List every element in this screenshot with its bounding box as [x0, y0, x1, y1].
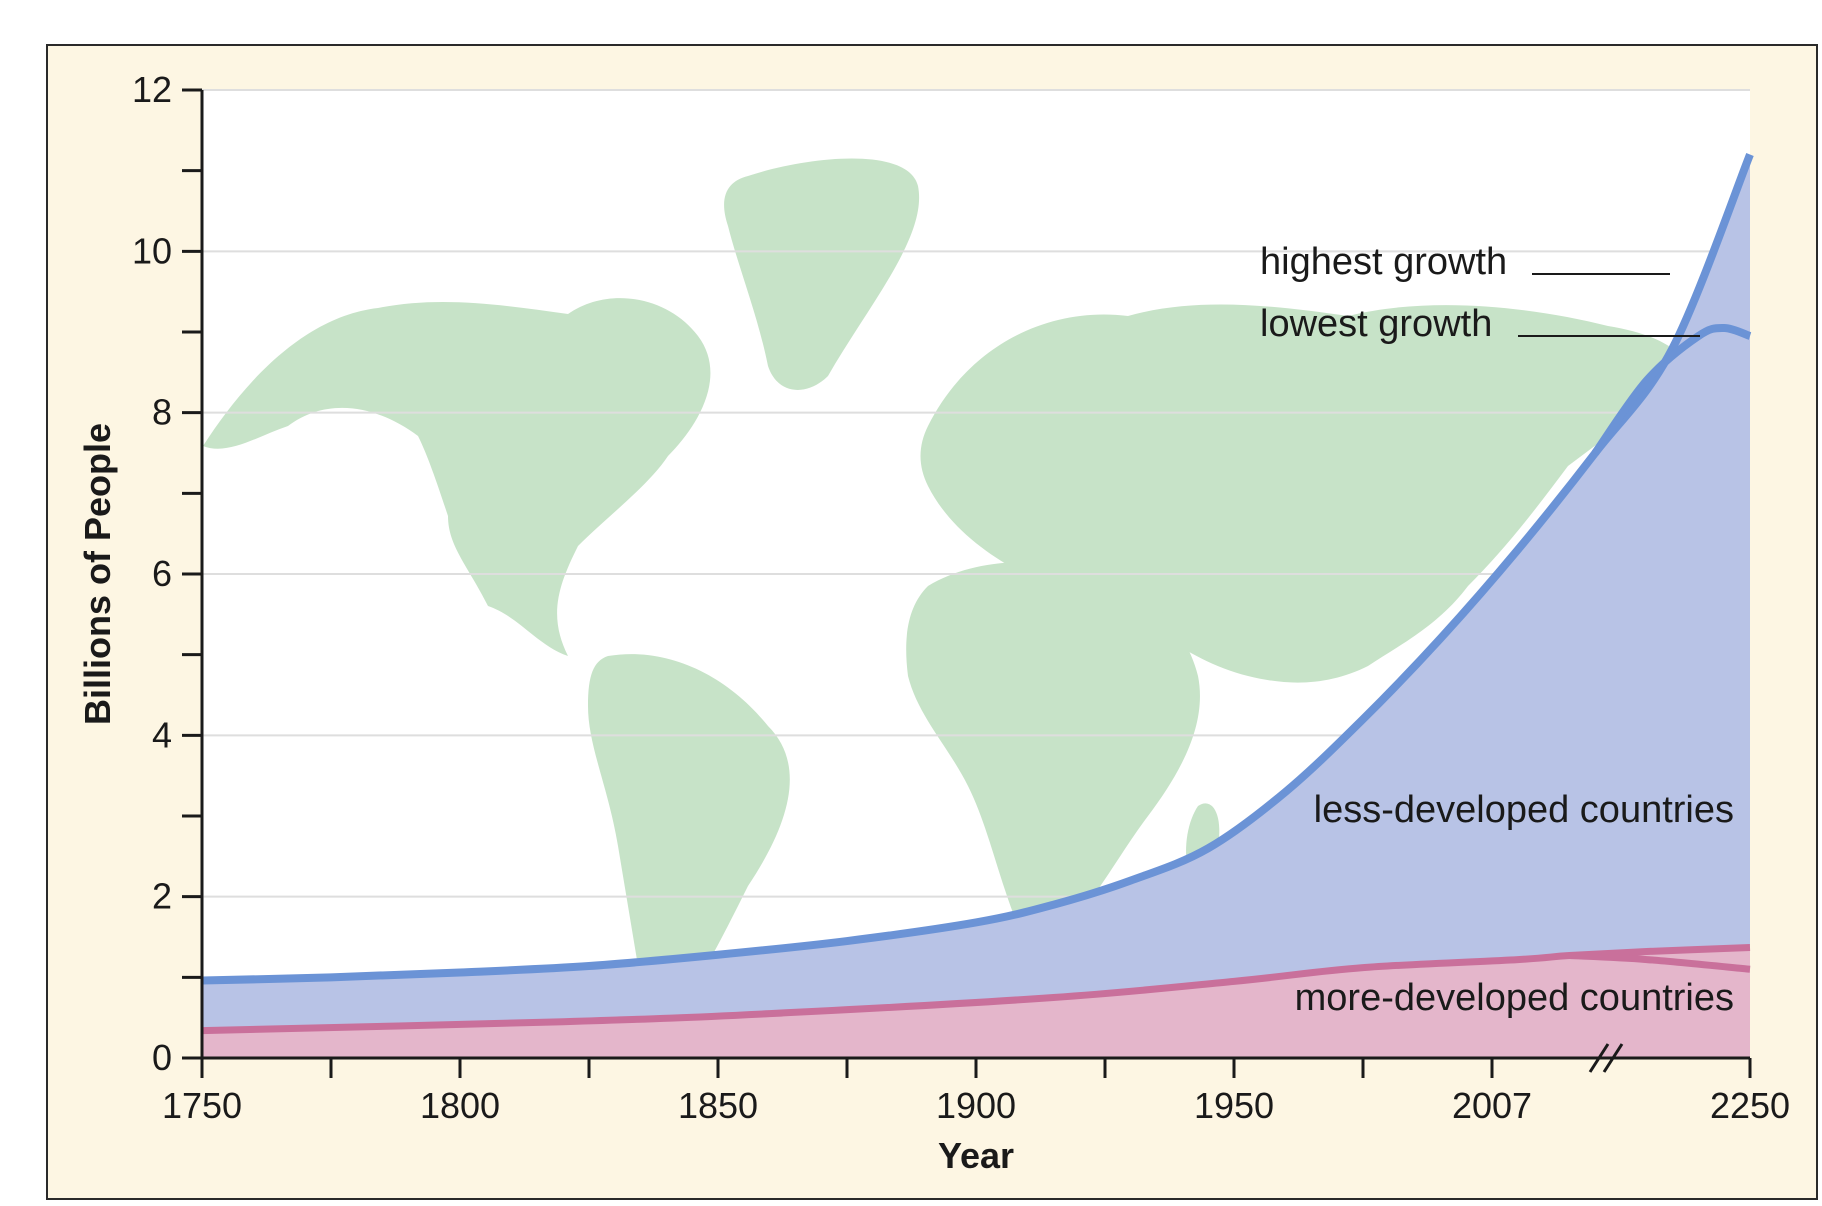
chart-lines [201, 153, 1754, 1035]
x-tick-label: 2250 [1710, 1085, 1790, 1126]
y-tick-label: 8 [152, 392, 172, 433]
y-tick-label: 6 [152, 553, 172, 594]
x-tick-label: 1900 [936, 1085, 1016, 1126]
greenland-shape [724, 158, 920, 390]
south-america-shape [588, 654, 790, 1030]
y-axis-title: Billions of People [77, 423, 118, 725]
axis-break-mark [1588, 1043, 1624, 1073]
x-axis-title: Year [938, 1135, 1014, 1176]
x-tick-label: 1950 [1194, 1085, 1274, 1126]
x-tick-label: 1750 [162, 1085, 242, 1126]
x-axis-ticks: 1750 1800 1850 1900 1950 2007 2250 [162, 1058, 1790, 1126]
area-less-developed [202, 154, 1750, 1058]
y-tick-label: 4 [152, 714, 172, 755]
y-tick-label: 12 [132, 69, 172, 110]
line-less-developed-lowest [1591, 323, 1752, 456]
chart-frame: 0 2 4 6 8 10 12 1750 1800 1850 1900 1950 2007 2250 Y… [46, 44, 1818, 1200]
y-tick-label: 0 [152, 1037, 172, 1078]
x-tick-label: 1800 [420, 1085, 500, 1126]
line-less-developed-highest [201, 153, 1754, 985]
annotation-less-developed: less-developed countries [1314, 789, 1734, 831]
y-tick-label: 10 [132, 230, 172, 271]
x-tick-label: 2007 [1452, 1085, 1532, 1126]
annotation-lowest-growth: lowest growth [1260, 303, 1492, 345]
annotation-more-developed: more-developed countries [1295, 977, 1734, 1019]
line-more-developed-lowest [1569, 952, 1751, 973]
north-america-shape [203, 298, 711, 656]
world-map-background [203, 158, 1688, 1030]
population-chart: 0 2 4 6 8 10 12 1750 1800 1850 1900 1950 2007 2250 Y… [77, 69, 1790, 1176]
annotation-highest-growth: highest growth [1260, 241, 1507, 283]
africa-shape [906, 562, 1200, 941]
x-tick-label: 1850 [678, 1085, 758, 1126]
y-axis-ticks: 0 2 4 6 8 10 12 [132, 69, 202, 1078]
y-tick-label: 2 [152, 876, 172, 917]
